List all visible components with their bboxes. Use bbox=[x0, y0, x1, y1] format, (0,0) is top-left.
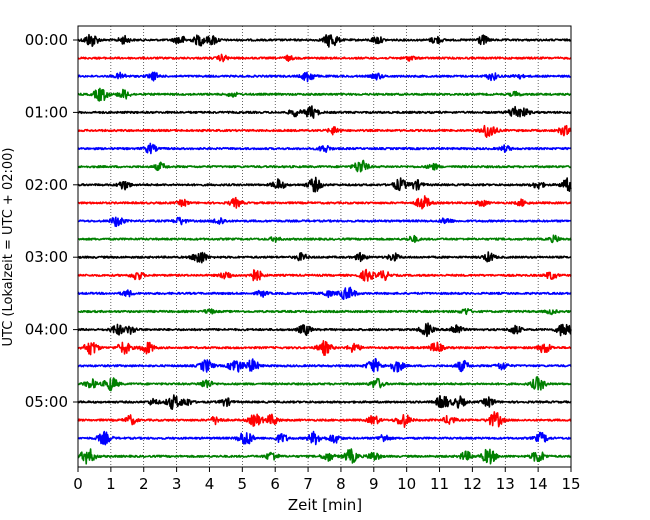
trace-row-5 bbox=[77, 124, 572, 138]
y-axis-label: UTC (Lokalzeit = UTC + 02:00) bbox=[1, 148, 16, 347]
y-tick-label: 05:00 bbox=[25, 393, 68, 411]
x-tick-label: 8 bbox=[336, 475, 346, 493]
seismogram-traces bbox=[77, 33, 572, 465]
trace-row-15 bbox=[77, 307, 572, 316]
x-tick-label: 6 bbox=[270, 475, 280, 493]
trace-row-16 bbox=[77, 322, 572, 338]
x-tick-label: 5 bbox=[238, 475, 248, 493]
x-tick-label: 4 bbox=[205, 475, 215, 493]
trace-row-1 bbox=[77, 53, 572, 63]
x-tick-label: 13 bbox=[496, 475, 515, 493]
x-tick-label: 7 bbox=[303, 475, 313, 493]
trace-row-19 bbox=[77, 376, 572, 392]
trace-row-17 bbox=[77, 340, 572, 357]
trace-row-8 bbox=[77, 176, 572, 193]
y-tick-label: 00:00 bbox=[25, 31, 68, 49]
plot-frame bbox=[77, 25, 572, 468]
x-tick-label: 14 bbox=[529, 475, 548, 493]
trace-row-0 bbox=[77, 33, 572, 48]
x-axis-ticks: 0 1 2 3 4 5 6 7 8 9 10 11 12 13 14 15 bbox=[73, 467, 581, 493]
x-tick-label: 15 bbox=[561, 475, 580, 493]
y-axis-ticks: 00:00 01:00 02:00 03:00 04:00 05:00 bbox=[25, 31, 78, 411]
x-axis-label: Zeit [min] bbox=[288, 496, 362, 514]
trace-row-10 bbox=[77, 216, 572, 228]
trace-row-14 bbox=[77, 286, 572, 301]
y-tick-label: 04:00 bbox=[25, 321, 68, 339]
x-tick-label: 2 bbox=[139, 475, 149, 493]
x-tick-label: 0 bbox=[73, 475, 83, 493]
x-tick-label: 11 bbox=[430, 475, 449, 493]
trace-row-6 bbox=[77, 142, 572, 155]
y-tick-label: 03:00 bbox=[25, 248, 68, 266]
trace-row-11 bbox=[77, 234, 572, 244]
trace-row-23 bbox=[77, 448, 572, 465]
trace-row-13 bbox=[77, 268, 572, 282]
trace-row-12 bbox=[77, 251, 572, 264]
x-tick-label: 1 bbox=[106, 475, 116, 493]
trace-row-3 bbox=[77, 87, 572, 102]
y-tick-label: 02:00 bbox=[25, 176, 68, 194]
x-tick-label: 9 bbox=[369, 475, 379, 493]
trace-row-18 bbox=[77, 357, 572, 373]
trace-row-22 bbox=[77, 430, 572, 446]
x-tick-label: 3 bbox=[172, 475, 182, 493]
trace-row-4 bbox=[77, 105, 572, 119]
x-tick-label: 12 bbox=[463, 475, 482, 493]
trace-row-7 bbox=[77, 159, 572, 173]
trace-row-21 bbox=[77, 411, 572, 429]
x-tick-label: 10 bbox=[397, 475, 416, 493]
trace-row-20 bbox=[77, 394, 572, 411]
y-tick-label: 01:00 bbox=[25, 103, 68, 121]
trace-row-9 bbox=[77, 195, 572, 210]
trace-row-2 bbox=[77, 71, 572, 83]
